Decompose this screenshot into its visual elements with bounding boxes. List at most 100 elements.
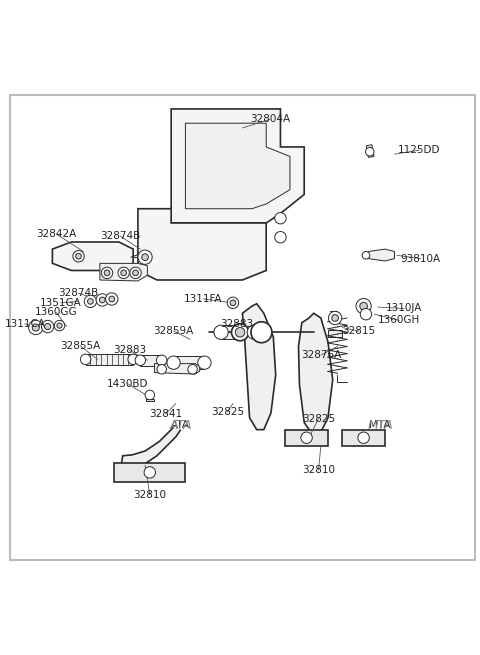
Text: 32815: 32815 [342, 326, 375, 336]
Text: ATA: ATA [169, 419, 192, 432]
Polygon shape [138, 209, 266, 280]
Polygon shape [114, 463, 185, 482]
Circle shape [231, 324, 249, 341]
Text: 32876A: 32876A [300, 350, 341, 360]
Circle shape [118, 267, 129, 278]
Circle shape [76, 253, 82, 259]
Circle shape [365, 147, 374, 156]
Text: 32883: 32883 [220, 319, 253, 329]
Text: 32874B: 32874B [100, 231, 140, 241]
Circle shape [57, 323, 62, 328]
Text: 1351GA: 1351GA [40, 298, 82, 308]
Circle shape [167, 356, 180, 369]
Polygon shape [52, 242, 133, 271]
Text: 32810: 32810 [133, 490, 166, 500]
Polygon shape [100, 263, 147, 281]
Circle shape [87, 299, 93, 304]
Circle shape [156, 355, 167, 365]
Circle shape [104, 270, 110, 276]
Text: 1360GH: 1360GH [378, 315, 420, 326]
Circle shape [138, 250, 152, 265]
Polygon shape [242, 304, 276, 430]
Circle shape [227, 297, 239, 309]
Text: 93810A: 93810A [400, 253, 441, 263]
Text: 1310JA: 1310JA [386, 303, 422, 314]
Circle shape [275, 231, 286, 243]
Circle shape [101, 267, 113, 278]
Bar [85, 354, 133, 365]
Text: 1360GG: 1360GG [35, 307, 77, 317]
Circle shape [41, 320, 54, 333]
Circle shape [356, 299, 371, 314]
Circle shape [121, 270, 127, 276]
Circle shape [235, 328, 245, 337]
Circle shape [96, 293, 108, 306]
Polygon shape [342, 430, 385, 446]
Circle shape [247, 325, 262, 339]
Circle shape [106, 293, 118, 305]
Bar [204, 128, 252, 152]
Circle shape [360, 309, 372, 320]
Text: 1430BD: 1430BD [107, 379, 148, 388]
Text: MTA: MTA [367, 419, 393, 432]
Circle shape [54, 320, 65, 331]
Bar [185, 233, 223, 261]
Circle shape [130, 267, 141, 278]
Bar [328, 330, 342, 337]
Circle shape [362, 252, 370, 259]
Text: 32855A: 32855A [60, 341, 100, 350]
Circle shape [142, 254, 148, 261]
Text: MTA: MTA [370, 420, 391, 430]
Circle shape [214, 325, 228, 339]
Circle shape [358, 432, 369, 443]
Text: 32825: 32825 [211, 407, 244, 417]
Text: 32842A: 32842A [36, 229, 76, 239]
Text: 32841: 32841 [149, 409, 182, 419]
Circle shape [81, 354, 91, 365]
Text: 32804A: 32804A [250, 115, 290, 124]
Polygon shape [285, 430, 328, 446]
Text: 1125DD: 1125DD [398, 145, 441, 155]
Bar [140, 355, 162, 365]
Bar [174, 356, 204, 369]
Text: 32810: 32810 [302, 465, 335, 475]
Text: 1311FA: 1311FA [184, 294, 223, 304]
Text: 32874B: 32874B [59, 288, 99, 298]
Circle shape [251, 322, 272, 343]
Bar [146, 399, 154, 401]
Circle shape [99, 297, 105, 303]
Circle shape [29, 320, 43, 335]
Text: ATA: ATA [171, 420, 190, 430]
Circle shape [45, 324, 51, 329]
Circle shape [145, 390, 155, 400]
Circle shape [301, 432, 312, 443]
Circle shape [275, 212, 286, 224]
Circle shape [328, 311, 342, 325]
Polygon shape [121, 427, 180, 468]
Circle shape [144, 467, 156, 478]
Text: 32859A: 32859A [154, 326, 193, 336]
Polygon shape [155, 364, 200, 374]
Text: 32883: 32883 [113, 345, 146, 355]
Bar [366, 145, 374, 157]
Circle shape [84, 295, 96, 308]
Polygon shape [368, 249, 395, 261]
Bar [221, 325, 254, 339]
Circle shape [198, 356, 211, 369]
Circle shape [157, 365, 167, 374]
Circle shape [128, 354, 138, 365]
Polygon shape [171, 109, 304, 223]
Circle shape [332, 314, 338, 322]
Circle shape [32, 324, 39, 331]
Polygon shape [299, 313, 333, 433]
Circle shape [360, 303, 367, 310]
Circle shape [132, 270, 138, 276]
Text: 32825: 32825 [302, 414, 335, 424]
Circle shape [230, 300, 236, 306]
Circle shape [188, 365, 197, 374]
Circle shape [73, 250, 84, 262]
Text: 1311CA: 1311CA [4, 319, 45, 329]
Polygon shape [185, 123, 290, 209]
Circle shape [135, 355, 145, 365]
Circle shape [109, 296, 115, 302]
